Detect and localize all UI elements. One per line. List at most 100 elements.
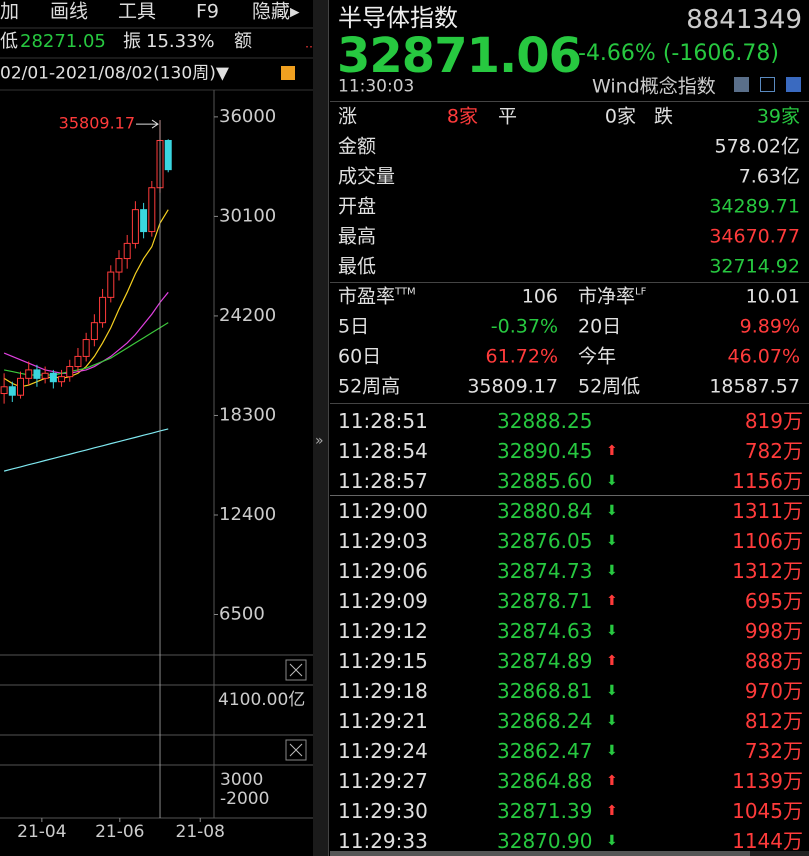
y-tick-label: 18300 xyxy=(219,404,276,425)
category: Wind概念指数 xyxy=(592,75,716,98)
splitter[interactable] xyxy=(313,0,328,856)
metric-value: 10.01 xyxy=(745,285,800,308)
amp-value: 15.33% xyxy=(146,31,215,52)
divider xyxy=(330,403,809,404)
toolbar-button[interactable]: 加 xyxy=(0,0,20,23)
index-code: 8841349 xyxy=(686,5,802,35)
tick-time: 11:28:51 xyxy=(338,409,428,433)
tick-volume: 1312万 xyxy=(732,559,803,583)
metric-label: 20日 xyxy=(578,315,622,338)
y-tick-label: 24200 xyxy=(219,305,276,326)
period: 02/01-2021/08/02(130周)▼ xyxy=(0,63,229,84)
tick-time: 11:29:12 xyxy=(338,619,428,643)
tick-price: 32870.90 xyxy=(497,829,593,853)
tick-volume: 695万 xyxy=(744,589,803,613)
divider xyxy=(330,282,809,283)
tick-time: 11:29:06 xyxy=(338,559,428,583)
close-button[interactable] xyxy=(285,659,307,681)
candle-body xyxy=(164,139,172,171)
candle-body xyxy=(123,242,131,260)
ma-line xyxy=(3,428,169,472)
stat-value: 32714.92 xyxy=(709,255,800,278)
toolbar-button[interactable]: 工具 xyxy=(118,0,157,23)
y-tick-label: 6500 xyxy=(219,604,265,625)
ma-line xyxy=(3,209,169,388)
up-label: 涨 xyxy=(338,105,358,128)
scrollbar[interactable] xyxy=(330,851,809,856)
tick-price: 32868.81 xyxy=(497,679,593,703)
tick-volume: 819万 xyxy=(744,409,803,433)
metric-label: 市盈率TTM xyxy=(338,285,416,308)
time: 11:30:03 xyxy=(338,76,415,97)
candle-body xyxy=(49,372,57,383)
stat-value: 34289.71 xyxy=(709,195,800,218)
candle-body xyxy=(33,369,41,379)
amp-label: 振 xyxy=(123,31,141,52)
stat-label: 成交量 xyxy=(338,165,396,188)
tick-arrow: ⬇ xyxy=(606,563,618,579)
candle-body xyxy=(99,296,107,324)
macd-label: -2000 xyxy=(220,789,269,809)
tick-volume: 732万 xyxy=(744,739,803,763)
annotation-arrow xyxy=(136,119,159,129)
candle-body xyxy=(25,369,33,379)
close-icon xyxy=(289,743,303,757)
stat-label: 金额 xyxy=(338,135,377,158)
tick-price: 32862.47 xyxy=(497,739,593,763)
tick-volume: 1144万 xyxy=(732,829,803,853)
tick-time: 11:29:18 xyxy=(338,679,428,703)
divider xyxy=(330,101,809,102)
toolbar-button[interactable]: F9 xyxy=(196,0,220,23)
y-tick-label: 30100 xyxy=(219,205,276,226)
tick-arrow: ⬆ xyxy=(606,803,618,819)
tick-time: 11:29:30 xyxy=(338,799,428,823)
metric-sup: LF xyxy=(635,286,647,298)
tick-arrow: ⬇ xyxy=(606,473,618,489)
down-count: 39家 xyxy=(756,105,800,128)
tick-arrow: ⬇ xyxy=(606,623,618,639)
metric-value: 106 xyxy=(521,285,558,308)
ma-line xyxy=(3,291,169,374)
stat-value: 7.63亿 xyxy=(738,165,800,188)
candle-body xyxy=(58,376,66,383)
toolbar-button[interactable]: 画线 xyxy=(50,0,89,23)
tick-arrow: ⬆ xyxy=(606,443,618,459)
tick-price: 32874.63 xyxy=(497,619,593,643)
tick-time: 11:29:03 xyxy=(338,529,428,553)
scroll-thumb[interactable] xyxy=(330,851,750,856)
add-icon[interactable] xyxy=(786,77,801,92)
tick-time: 11:29:33 xyxy=(338,829,428,853)
flat-label: 平 xyxy=(498,105,518,128)
tick-volume: 782万 xyxy=(744,439,803,463)
tick-volume: 970万 xyxy=(744,679,803,703)
change: -4.66% (-1606.78) xyxy=(578,41,779,66)
tick-arrow: ⬇ xyxy=(606,833,618,849)
annotation: 35809.17 xyxy=(59,114,135,133)
expand-icon[interactable]: » xyxy=(315,433,324,449)
y-tick-label: 36000 xyxy=(219,106,276,127)
candle-body xyxy=(0,386,8,395)
tick-time: 11:28:57 xyxy=(338,469,428,493)
metric-value: 18587.57 xyxy=(709,375,800,398)
close-icon xyxy=(289,663,303,677)
candle-body xyxy=(17,377,25,396)
tick-price: 32874.89 xyxy=(497,649,593,673)
tick-price: 32888.25 xyxy=(497,409,593,433)
up-count: 8家 xyxy=(446,105,478,128)
candle-body xyxy=(131,209,139,244)
candle-body xyxy=(140,209,148,233)
y-tick-label: 12400 xyxy=(219,504,276,525)
edit-icon[interactable] xyxy=(734,77,749,92)
tick-price: 32878.71 xyxy=(497,589,593,613)
alert-icon[interactable] xyxy=(760,77,775,92)
stat-label: 最高 xyxy=(338,225,377,248)
tick-price: 32890.45 xyxy=(497,439,593,463)
metric-label: 5日 xyxy=(338,315,370,338)
close-button[interactable] xyxy=(285,739,307,761)
metric-label: 市净率LF xyxy=(578,285,647,308)
candle-body xyxy=(90,322,98,341)
toolbar-button[interactable]: 隐藏▸ xyxy=(252,0,300,23)
lock-icon[interactable] xyxy=(281,66,295,80)
candle-body xyxy=(8,386,16,396)
